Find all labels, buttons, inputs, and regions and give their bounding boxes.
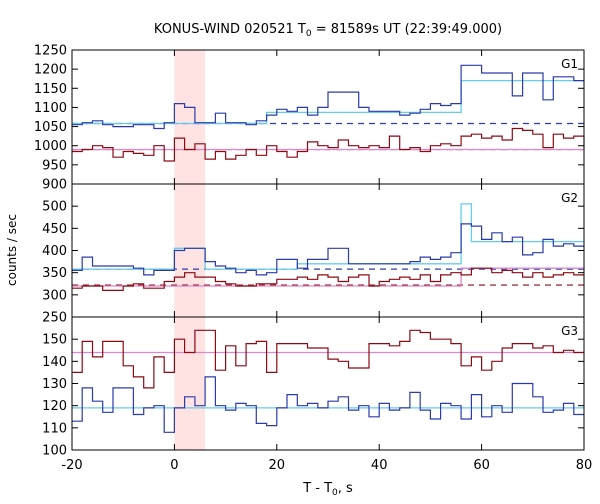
panel-g2: 250 300 350 400 450 500 G2 <box>42 183 585 326</box>
y-tick-label: 950 <box>42 158 67 173</box>
x-tick-label: 60 <box>473 458 490 473</box>
y-tick-label: 500 <box>42 200 67 215</box>
x-axis-label: T - T0, s <box>302 481 353 498</box>
y-tick-label: 1250 <box>34 44 67 59</box>
y-tick-label: 120 <box>42 399 67 414</box>
panel-label-g3: G3 <box>561 324 578 338</box>
y-tick-label: 1150 <box>34 82 67 97</box>
panel-frame-g1 <box>71 49 585 185</box>
y-tick-label: 150 <box>42 333 67 348</box>
y-tick-label: 350 <box>42 266 67 281</box>
series-line-g3-1 <box>72 376 584 433</box>
y-tick-label: 900 <box>42 178 67 193</box>
y-tick-label: 140 <box>42 355 67 370</box>
series-line-g2-0 <box>72 223 584 276</box>
x-tick-label: 20 <box>269 458 286 473</box>
series-line-g1-1 <box>72 127 584 162</box>
x-tick-label: 0 <box>170 458 178 473</box>
y-tick-label: 1000 <box>34 139 67 154</box>
plot-layer: 900950100010501100115012001250G125030035… <box>34 44 592 474</box>
fit-line-g1-0 <box>72 79 584 125</box>
x-tick-label: 80 <box>576 458 593 473</box>
y-tick-label: 110 <box>42 421 67 436</box>
series-line-g3-0 <box>72 329 584 389</box>
chart-title-prefix: KONUS-WIND 020521 T <box>154 22 306 37</box>
y-tick-label: 250 <box>42 311 67 326</box>
panel-g1: 900 950 1000 1050 1100 1150 1200 1250 G1 <box>34 44 585 193</box>
x-tick-label: -20 <box>61 458 82 473</box>
y-tick-label: 400 <box>42 244 67 259</box>
y-axis-label: counts / sec <box>5 214 19 286</box>
series-line-g1-0 <box>72 64 584 130</box>
chart-title: KONUS-WIND 020521 T0 = 81589s UT (22:39:… <box>154 22 502 39</box>
chart-title-sub: 0 <box>306 29 312 39</box>
chart-title-suffix: = 81589s UT (22:39:49.000) <box>312 22 502 37</box>
y-tick-label: 130 <box>42 377 67 392</box>
x-axis-label-sub: 0 <box>332 488 338 498</box>
panel-g3: 100 110 120 130 140 150 G3 <box>42 316 585 459</box>
y-tick-label: 1200 <box>34 63 67 78</box>
y-tick-label: 100 <box>42 444 67 459</box>
panel-frame-g3 <box>71 316 585 451</box>
panel-label-g1: G1 <box>561 57 578 71</box>
series-line-g2-1 <box>72 267 584 291</box>
y-tick-label: 1100 <box>34 101 67 116</box>
y-tick-label: 450 <box>42 222 67 237</box>
x-tick-label: 40 <box>371 458 388 473</box>
panel-label-g2: G2 <box>561 191 578 205</box>
x-axis-label-tail: , s <box>338 481 353 496</box>
y-tick-label: 300 <box>42 288 67 303</box>
y-tick-label: 1050 <box>34 120 67 135</box>
x-axis-label-main: T - T <box>302 481 332 496</box>
